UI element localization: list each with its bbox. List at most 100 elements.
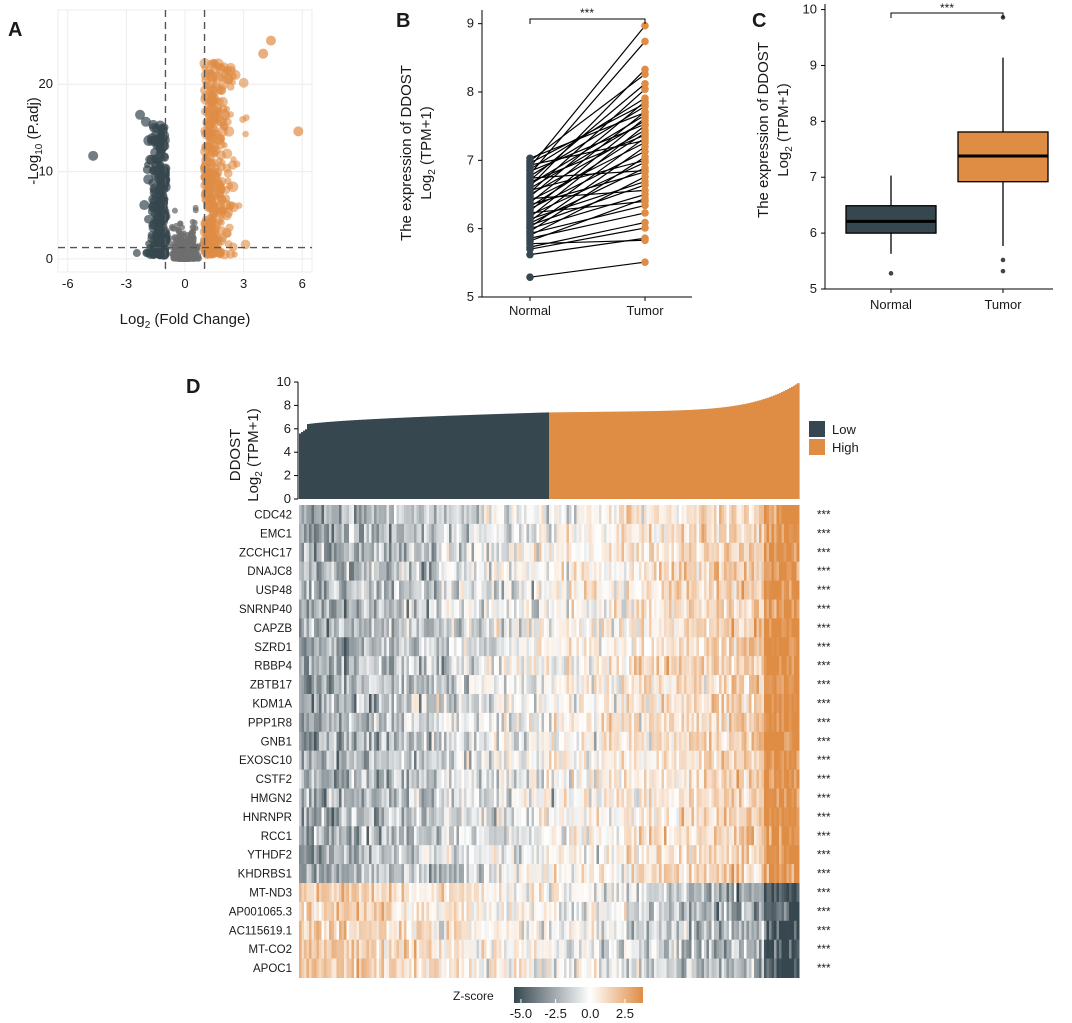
volcano-point-ns [189, 232, 196, 239]
volcano-point-down [142, 248, 151, 258]
volcano-point-ns [170, 253, 177, 260]
heatmap-cell [796, 656, 800, 676]
volcano-point-up [225, 223, 234, 232]
volcano-point-up [227, 111, 234, 118]
boxplot-y-tick-label: 10 [803, 2, 817, 17]
volcano-y-tick-label: 0 [46, 251, 53, 266]
paired-point-tumor [641, 136, 649, 145]
boxplot-x-tick-label: Normal [870, 297, 912, 312]
volcano-point-up [230, 156, 237, 163]
volcano-point-up [231, 251, 238, 258]
volcano-point-up [207, 113, 219, 125]
paired-point-normal [526, 273, 534, 281]
paired-x-tick-label: Normal [509, 303, 551, 318]
boxplot-y-label-line1: The expression of DDOST [755, 42, 772, 218]
paired-line [529, 239, 646, 245]
volcano-point-up [228, 242, 238, 252]
volcano-point-outlier [293, 126, 304, 137]
expression-y-label-line2: Log2 (TPM+1) [245, 408, 265, 502]
volcano-point-up [238, 77, 249, 88]
volcano-point-up [202, 154, 210, 161]
boxplot-significance: *** [940, 1, 954, 15]
legend-low-label: Low [832, 422, 856, 437]
volcano-point-up [211, 179, 223, 190]
volcano-point-down [151, 130, 161, 140]
paired-point-tumor [641, 166, 649, 175]
volcano-point-ns [189, 224, 196, 231]
volcano-point-up [212, 171, 220, 179]
volcano-point-outlier [258, 48, 269, 59]
paired-line [529, 139, 646, 166]
paired-point-tumor [641, 186, 649, 195]
heatmap-cell [796, 542, 800, 563]
heatmap-cell [796, 618, 800, 638]
volcano-point-up [200, 160, 212, 172]
volcano-point-ns [195, 255, 202, 262]
volcano-point-ns [174, 248, 181, 255]
volcano-point-ns [177, 220, 184, 227]
volcano-point-up [219, 159, 226, 167]
volcano-point-up [206, 97, 214, 105]
paired-y-label-line2: Log2 (TPM+1) [418, 106, 438, 200]
volcano-point-down [156, 179, 164, 188]
boxplot-y-tick-label: 7 [810, 169, 817, 184]
volcano-point-down [160, 127, 168, 135]
volcano-point-down [159, 170, 170, 181]
volcano-point-up [200, 129, 210, 139]
paired-point-tumor [641, 120, 649, 128]
volcano-point-up [227, 83, 235, 91]
volcano-point-up [206, 70, 218, 82]
volcano-point-up [201, 224, 211, 234]
volcano-point-up [204, 188, 213, 197]
panel-label-d: D [186, 376, 200, 398]
paired-point-tumor [641, 258, 649, 266]
boxplot-y-tick-label: 9 [810, 57, 817, 72]
volcano-x-tick-label: 3 [240, 276, 247, 291]
volcano-point-down [147, 206, 159, 217]
paired-lines [529, 25, 646, 278]
paired-line [529, 129, 646, 196]
paired-point-tumor [641, 218, 649, 227]
paired-y-tick-label: 5 [467, 289, 474, 304]
paired-y-tick-label: 7 [467, 152, 474, 167]
paired-point-tumor [641, 156, 649, 165]
volcano-point-up [206, 85, 218, 97]
volcano-point-ns [192, 204, 199, 211]
paired-y-tick-label: 8 [467, 84, 474, 99]
volcano-point-up [208, 207, 219, 218]
expression-y-tick-label: 0 [284, 491, 291, 506]
paired-significance: *** [580, 6, 594, 20]
volcano-point-down [152, 213, 163, 224]
heatmap-cell [796, 580, 800, 600]
paired-point-tumor [641, 80, 649, 88]
volcano-point-down [155, 142, 167, 154]
heatmap-cell [796, 750, 800, 771]
heatmap-cell [796, 694, 800, 714]
volcano-point-ns [186, 240, 193, 247]
volcano-point-down [139, 200, 150, 211]
volcano-point-outlier [265, 35, 276, 46]
heatmap-cell [796, 637, 800, 657]
volcano-point-up [223, 105, 231, 113]
expression-y-tick-label: 4 [284, 444, 291, 459]
legend-high-label: High [832, 440, 859, 455]
expression-y-tick-label: 10 [277, 374, 291, 389]
volcano-point-down [149, 243, 156, 250]
paired-y-tick-label: 9 [467, 16, 474, 31]
boxplot-box [845, 205, 937, 234]
volcano-point-up [208, 146, 219, 157]
volcano-x-label: Log2 (Fold Change) [120, 311, 251, 331]
expression-y-label-line1: DDOST [227, 429, 244, 482]
volcano-point-up [211, 219, 222, 229]
expression-y-tick-label: 2 [284, 468, 291, 483]
volcano-point-down [145, 154, 155, 165]
volcano-point-ns [178, 232, 185, 239]
volcano-point-up [229, 72, 237, 80]
boxplot-boxes [845, 15, 1049, 276]
paired-y-tick-label: 6 [467, 221, 474, 236]
paired-point-tumor [641, 99, 649, 108]
